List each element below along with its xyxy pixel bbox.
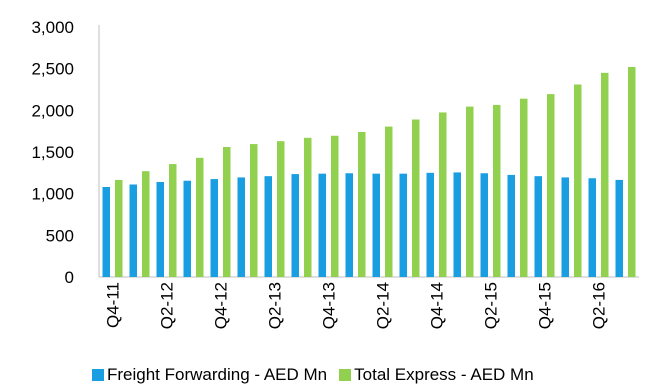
bar-freight-forwarding	[399, 173, 407, 277]
bar-total-express	[142, 171, 150, 277]
bar-total-express	[277, 141, 285, 277]
x-tick-label: Q4-15	[536, 282, 555, 329]
bar-freight-forwarding	[183, 180, 191, 277]
x-tick-label: Q2-15	[482, 282, 501, 329]
bar-freight-forwarding	[507, 174, 515, 277]
y-tick-label: 0	[65, 268, 74, 287]
bar-freight-forwarding	[102, 187, 110, 277]
bar-total-express	[520, 98, 528, 277]
x-tick-label: Q4-12	[212, 282, 231, 329]
x-tick-labels: Q4-11 Q2-12 Q4-12 Q2-13 Q4-13 Q2-14 Q4-14 Q2-15…	[104, 282, 609, 329]
y-tick-label: 2,000	[31, 101, 74, 120]
x-tick-label: Q2-12	[158, 282, 177, 329]
bar-freight-forwarding	[291, 174, 299, 277]
bar-freight-forwarding	[237, 177, 245, 277]
bar-total-express	[574, 84, 582, 277]
bar-total-express	[250, 144, 258, 277]
bar-total-express	[358, 132, 366, 277]
axes	[98, 25, 639, 278]
bar-total-express	[223, 147, 231, 277]
bar-freight-forwarding	[453, 172, 461, 277]
y-tick-label: 500	[46, 226, 74, 245]
legend: Freight Forwarding - AED Mn Total Expres…	[92, 364, 534, 385]
bar-total-express	[169, 164, 177, 277]
legend-item-total-express: Total Express - AED Mn	[339, 365, 534, 385]
bar-freight-forwarding	[615, 179, 623, 277]
y-tick-label: 1,000	[31, 185, 74, 204]
bar-total-express	[331, 135, 339, 277]
x-tick-label: Q4-11	[104, 282, 123, 328]
bar-freight-forwarding	[561, 177, 569, 277]
bar-total-express	[439, 112, 447, 277]
x-tick-label: Q2-13	[266, 282, 285, 329]
bar-freight-forwarding	[210, 179, 218, 277]
bar-total-express	[628, 67, 636, 277]
bar-freight-forwarding	[588, 178, 596, 277]
bar-freight-forwarding	[426, 172, 434, 277]
x-tick-label: Q2-16	[590, 282, 609, 329]
bar-total-express	[304, 137, 312, 277]
y-tick-label: 1,500	[31, 143, 74, 162]
bars	[102, 67, 636, 277]
bar-freight-forwarding	[264, 176, 272, 277]
bar-freight-forwarding	[156, 182, 164, 277]
bar-freight-forwarding	[534, 176, 542, 277]
x-tick-label: Q4-14	[428, 282, 447, 329]
bar-total-express	[547, 94, 555, 277]
legend-label-total-express: Total Express - AED Mn	[354, 364, 534, 384]
legend-label-freight-forwarding: Freight Forwarding - AED Mn	[107, 364, 328, 384]
bar-total-express	[601, 72, 609, 277]
y-tick-label: 2,500	[31, 60, 74, 79]
bar-total-express	[196, 157, 204, 277]
y-tick-labels: 0 500 1,000 1,500 2,000 2,500 3,000	[31, 18, 74, 287]
legend-item-freight-forwarding: Freight Forwarding - AED Mn	[92, 365, 327, 385]
bar-freight-forwarding	[480, 173, 488, 277]
bar-freight-forwarding	[372, 173, 380, 277]
bar-total-express	[412, 119, 420, 277]
x-tick-label: Q2-14	[374, 282, 393, 329]
x-tick-label: Q4-13	[320, 282, 339, 329]
bar-freight-forwarding	[129, 184, 137, 277]
legend-swatch-freight-forwarding	[92, 368, 104, 381]
y-tick-label: 3,000	[31, 18, 74, 37]
bar-total-express	[493, 104, 501, 277]
legend-swatch-total-express	[339, 368, 352, 381]
bar-total-express	[385, 126, 393, 277]
bar-freight-forwarding	[318, 173, 326, 277]
bar-freight-forwarding	[345, 173, 353, 277]
bar-chart: 0 500 1,000 1,500 2,000 2,500 3,000 Q4-11 Q2-12…	[31, 18, 639, 329]
bar-total-express	[115, 179, 123, 277]
bar-total-express	[466, 106, 474, 277]
